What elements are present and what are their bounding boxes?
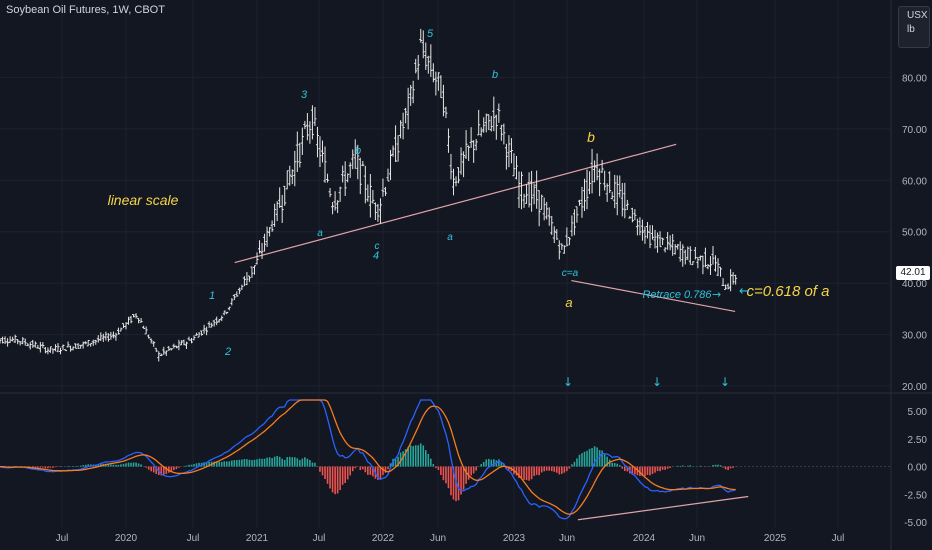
price-tick-label: 40.00 [902,279,927,290]
time-tick-label: 2021 [246,533,269,544]
time-tick-label: Jul [313,533,326,544]
time-axis: Jul 2020 Jul 2021 Jul 2022 Jun 2023 Jun 2024 Jun 20… [56,533,845,544]
time-tick-label: Jun [559,533,575,544]
lower-trendline [571,279,736,313]
chart-title: Soybean Oil Futures, 1W, CBOT [6,4,165,16]
annotation-label: 2 [224,346,231,358]
time-tick-label: 2024 [633,533,656,544]
macd-tick-label: 2.50 [908,435,928,446]
price-tick-label: 30.00 [902,331,927,342]
down-arrow-icon: ↓ [563,375,573,389]
annotation-label: c [375,241,380,252]
last-price-tag: 42.01 [896,266,930,280]
time-tick-label: 2023 [503,533,526,544]
annotation-label: a [447,232,453,243]
price-tick-label: 70.00 [902,125,927,136]
time-tick-label: Jul [187,533,200,544]
annotation-label: 3 [301,89,308,101]
unit-bottom-label: lb [907,24,915,35]
annotation-label: a [565,295,572,310]
annotation-label: c=0.618 of a [747,283,830,300]
time-tick-label: Jun [430,533,446,544]
signal-line [0,399,736,515]
down-arrow-icon: ↓ [720,375,730,389]
annotations: linear scale 1 2 3 a b c4 5 a b c=a a b Retrace 0.786… [108,28,830,389]
price-tick-label: 60.00 [902,176,927,187]
time-tick-label: Jul [56,533,69,544]
time-tick-label: Jun [689,533,705,544]
macd-axis: 5.00 2.50 0.00 -2.50 -5.00 [904,407,927,529]
price-candles [0,28,738,362]
trendlines [234,143,736,313]
macd-tick-label: -5.00 [904,518,927,529]
unit-top-label: USX [907,10,928,21]
left-arrow-icon: ← [739,284,750,299]
price-tick-label: 50.00 [902,228,927,239]
annotation-label: b [355,145,361,157]
price-tick-label: 80.00 [902,73,927,84]
down-arrow-icon: ↓ [652,375,662,389]
price-tick-label: 20.00 [902,382,927,393]
time-tick-label: Jul [832,533,845,544]
annotation-label: c=a [562,268,579,279]
annotation-label: b [492,69,498,81]
annotation-label: 1 [209,290,215,302]
time-tick-label: 2022 [372,533,395,544]
macd-trendline [577,495,749,521]
annotation-label: b [587,129,595,145]
macd-tick-label: 0.00 [908,463,928,474]
annotation-label: Retrace 0.786 [642,289,712,301]
macd-tick-label: -2.50 [904,490,927,501]
time-tick-label: 2025 [764,533,787,544]
annotation-label: 4 [373,250,379,262]
time-tick-label: 2020 [115,533,138,544]
macd-tick-label: 5.00 [908,407,928,418]
macd-line [0,399,736,520]
right-arrow-icon: → [712,288,721,301]
annotation-label: 5 [427,28,434,40]
unit-selector[interactable]: USX lb [898,6,930,48]
macd-pane [0,399,890,521]
price-axis: 20.00 30.00 40.00 50.00 60.00 70.00 80.00 [902,73,927,393]
annotation-label: a [317,228,323,239]
annotation-label: linear scale [108,192,179,208]
